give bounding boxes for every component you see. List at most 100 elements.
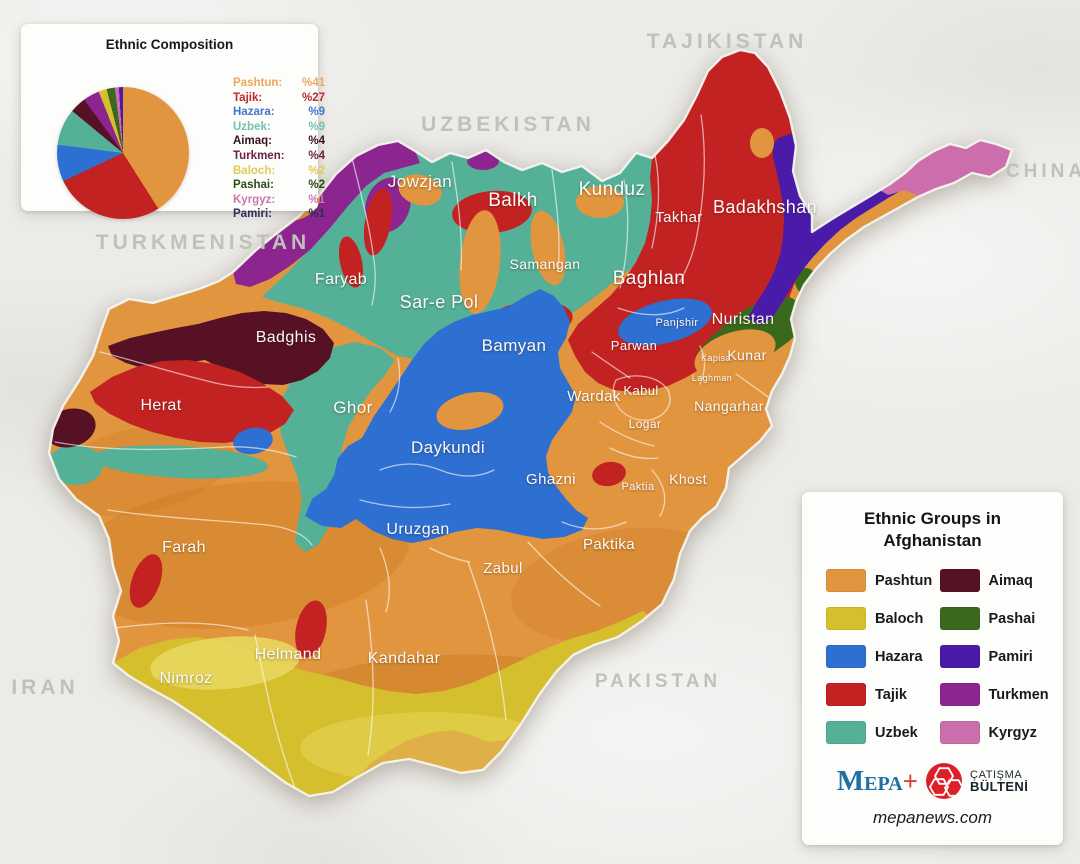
pie-legend-label: Tajik: [233, 91, 263, 104]
region-kyrgyz-tip [875, 138, 1010, 196]
legend-swatch-pashtun [826, 569, 866, 592]
legend-label-pashai: Pashai [988, 610, 1036, 627]
pie-legend-value: %4 [308, 135, 325, 148]
pie-legend-row: Hazara: %9 [233, 105, 325, 120]
legend-swatch-turkmen [939, 683, 980, 706]
catisma-bulteni-icon [926, 763, 963, 799]
province-label-herat: Herat [140, 397, 181, 414]
country-label-china: CHINA [1006, 161, 1080, 182]
legend-title-line1: Ethnic Groups in [864, 509, 1001, 528]
country-label-tajikistan: TAJIKISTAN [647, 30, 808, 53]
pie-legend-value: %27 [301, 91, 325, 104]
country-outline [47, 48, 1014, 798]
pie-legend-value: %1 [308, 193, 325, 206]
pie-legend-row: Uzbek: %9 [233, 120, 325, 135]
pie-legend-row: Pamiri: %1 [233, 207, 325, 222]
legend-item-baloch: Baloch [826, 607, 938, 630]
province-labels: Jowzjan Balkh Kunduz Takhar Badakhshan Samang… [140, 172, 817, 687]
pie-legend-row: Aimaq: %4 [233, 134, 325, 149]
province-label-ghazni: Ghazni [526, 471, 576, 488]
pie-legend-value: %9 [308, 120, 325, 133]
mepa-logo-plus: + [902, 765, 919, 796]
legend-item-hazara: Hazara [826, 645, 938, 668]
province-label-khost: Khost [669, 471, 707, 487]
province-label-helmand: Helmand [255, 646, 322, 663]
province-label-daykundi: Daykundi [411, 438, 485, 457]
pie-legend-label: Baloch: [233, 164, 276, 177]
province-border-lines [54, 114, 773, 789]
province-label-kunduz: Kunduz [579, 179, 646, 200]
legend-item-pamiri: Pamiri [939, 645, 1052, 668]
pie-legend-value: %2 [308, 179, 325, 192]
pie-legend-row: Tajik: %27 [233, 91, 325, 106]
country-label-turkmenistan: TURKMENISTAN [96, 231, 310, 254]
legend-label-turkmen: Turkmen [988, 686, 1049, 703]
province-label-nimroz: Nimroz [159, 670, 212, 687]
pie-legend-value: %9 [308, 106, 325, 119]
pie-legend-label: Kyrgyz: [233, 193, 276, 206]
pie-legend-label: Aimaq: [233, 135, 272, 148]
legend-title-line2: Afghanistan [883, 531, 982, 550]
region-pamiri-wakhan [748, 132, 914, 325]
pie-legend-label: Turkmen: [233, 149, 285, 162]
province-label-parwan: Parwan [611, 338, 657, 353]
legend-label-pamiri: Pamiri [988, 648, 1033, 665]
catisma-bulteni-wordmark: ÇATIŞMA BÜLTENİ [970, 769, 1028, 793]
region-tajik-herat [90, 360, 294, 443]
legend-label-pashtun: Pashtun [875, 572, 933, 589]
pie-legend-row: Pashai: %2 [233, 178, 325, 193]
legend-item-tajik: Tajik [826, 683, 938, 706]
legend-label-uzbek: Uzbek [875, 724, 918, 741]
province-label-samangan: Samangan [510, 256, 581, 272]
branding-row: Mepa+ ÇATIŞMA BÜLTENİ [802, 762, 1063, 800]
pie-legend-value: %4 [308, 149, 325, 162]
mepa-logo: Mepa+ [837, 766, 918, 797]
legend-item-turkmen: Turkmen [939, 683, 1052, 706]
legend-label-aimaq: Aimaq [988, 572, 1033, 589]
website-url: mepanews.com [872, 808, 993, 827]
province-label-kabul: Kabul [623, 383, 658, 398]
pie-legend-row: Turkmen: %4 [233, 149, 325, 164]
country-labels: TAJIKISTAN UZBEKISTAN TURKMENISTAN CHINA IRA… [11, 30, 1080, 699]
province-label-badakhshan: Badakhshan [713, 197, 817, 217]
legend-item-pashai: Pashai [939, 607, 1052, 630]
province-label-sar-e-pol: Sar-e Pol [400, 292, 479, 312]
province-label-panjshir: Panjshir [656, 317, 699, 329]
pie-legend-value: %1 [308, 208, 325, 221]
country-label-pakistan: PAKISTAN [595, 671, 721, 692]
legend-item-aimaq: Aimaq [939, 569, 1052, 592]
province-label-zabul: Zabul [483, 560, 523, 577]
legend-swatch-uzbek [826, 721, 866, 744]
province-label-balkh: Balkh [488, 190, 538, 211]
province-label-bamyan: Bamyan [482, 336, 547, 355]
province-label-jowzjan: Jowzjan [388, 172, 452, 191]
province-label-paktia: Paktia [622, 481, 655, 493]
pie-legend-label: Uzbek: [233, 120, 271, 133]
pie-chart-title: Ethnic Composition [105, 37, 234, 52]
pie-legend-row: Pashtun: %41 [233, 76, 325, 91]
ethnic-composition-pie-chart [57, 87, 189, 219]
pie-legend-label: Pashai: [233, 179, 274, 192]
legend-label-baloch: Baloch [875, 610, 924, 627]
legend-label-tajik: Tajik [875, 686, 907, 703]
bulteni-text: BÜLTENİ [970, 779, 1029, 794]
province-label-farah: Farah [162, 539, 206, 556]
legend-swatch-pashai [939, 607, 980, 630]
province-label-takhar: Takhar [655, 209, 702, 226]
catisma-text: ÇATIŞMA [970, 769, 1023, 781]
legend-label-kyrgyz: Kyrgyz [988, 724, 1037, 741]
province-label-kapisa: Kapisa [701, 353, 731, 363]
legend-grid: Pashtun Aimaq Baloch Pashai Hazara Pamiri Taji… [802, 552, 1063, 744]
country-label-iran: IRAN [11, 676, 78, 699]
region-uzbek-ghor [278, 342, 395, 552]
province-label-paktika: Paktika [583, 536, 635, 553]
legend-label-hazara: Hazara [875, 648, 923, 665]
ethnic-composition-card: Ethnic Composition Pashtun: %41 Tajik: %27 H… [21, 24, 325, 220]
country-label-uzbekistan: UZBEKISTAN [421, 113, 595, 136]
pie-legend-label: Pashtun: [233, 77, 283, 89]
legend-swatch-aimaq [939, 569, 980, 592]
province-label-baghlan: Baghlan [613, 268, 686, 289]
region-turkmen-strip [233, 141, 420, 287]
